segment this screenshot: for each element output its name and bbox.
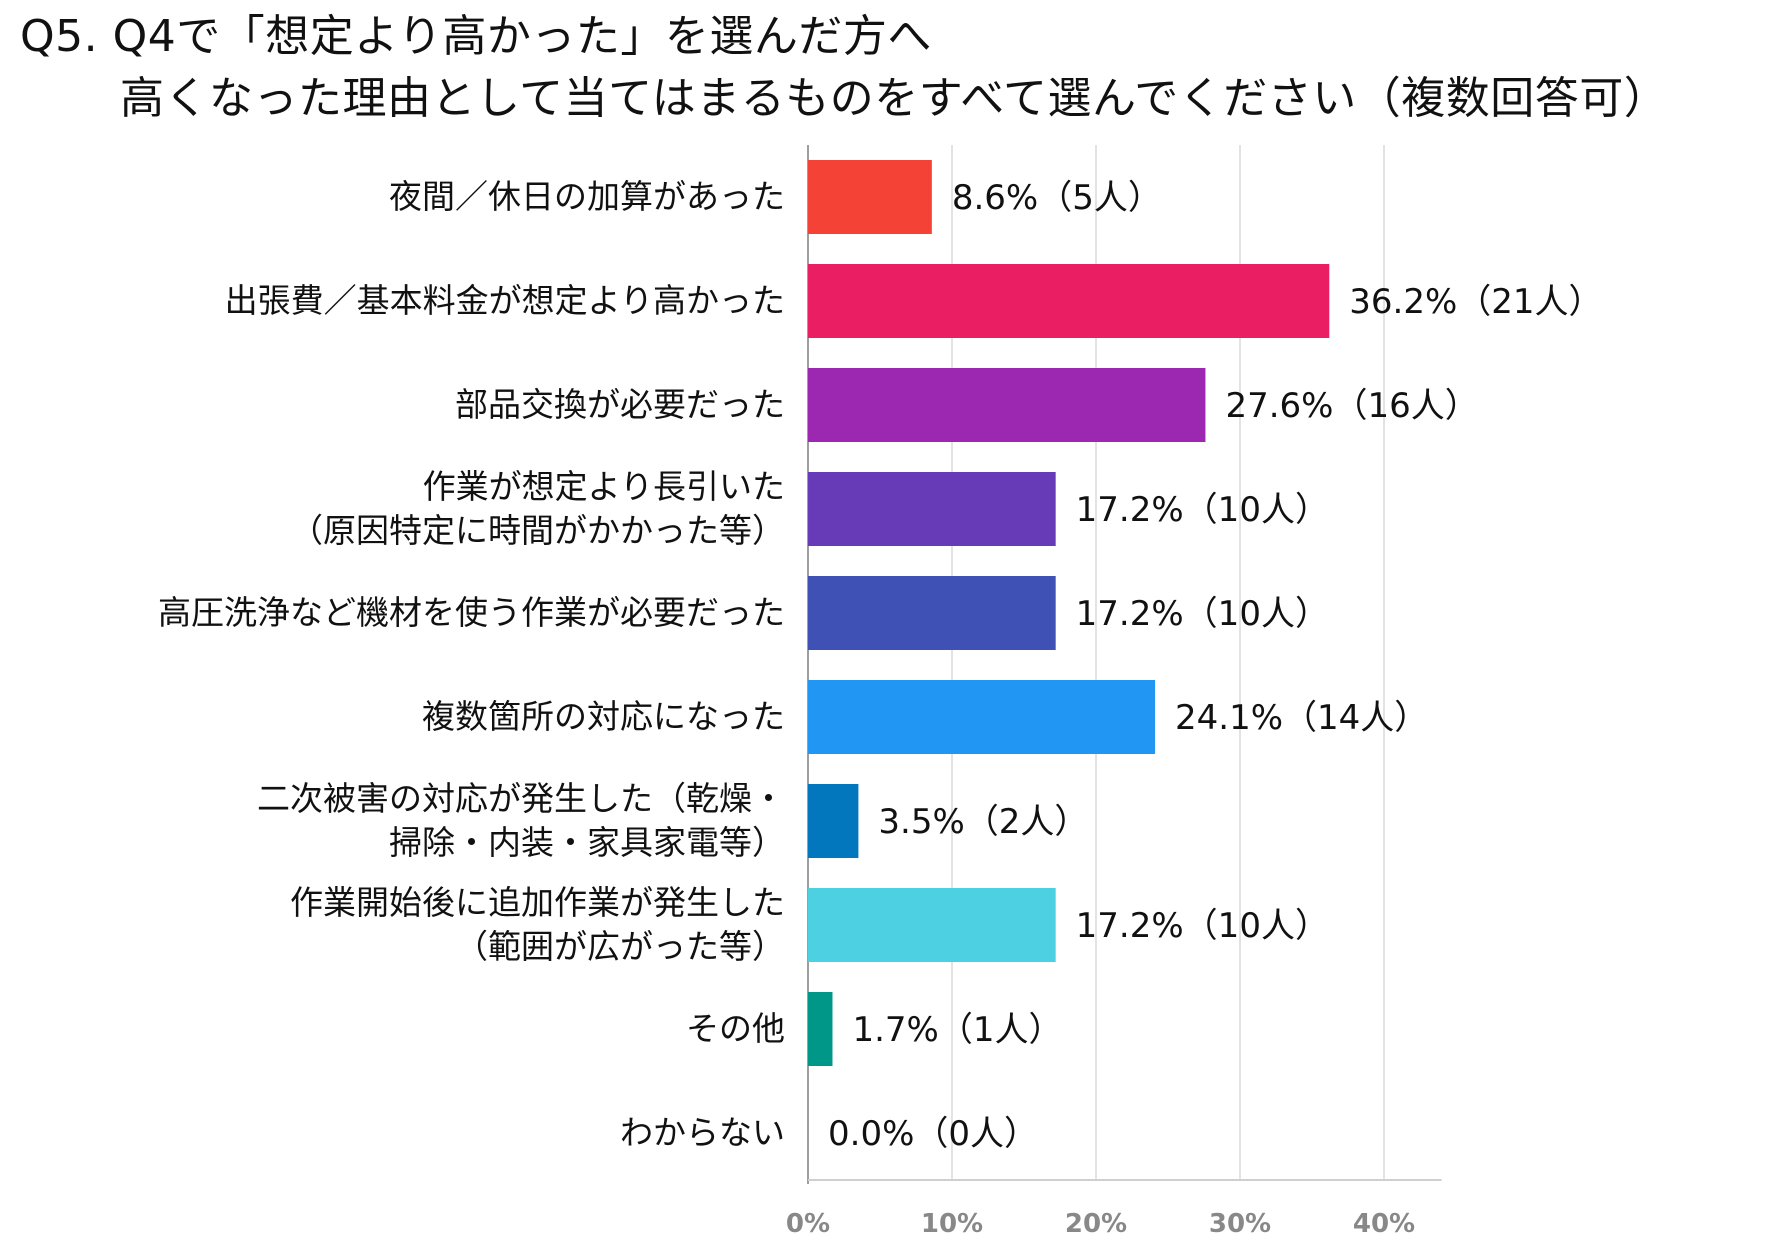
- data-label-2: 27.6%（16人）: [1225, 386, 1478, 426]
- category-label-8-0: その他: [686, 1009, 785, 1048]
- category-label-1-0: 出張費／基本料金が想定より高かった: [225, 281, 785, 320]
- data-label-4: 17.2%（10人）: [1076, 594, 1329, 634]
- category-label-0-0: 夜間／休日の加算があった: [389, 177, 785, 216]
- category-label-6-0: 二次被害の対応が発生した（乾燥・: [257, 779, 785, 818]
- category-label-3-0: 作業が想定より長引いた: [423, 467, 785, 506]
- chart-title-line-1: Q5. Q4で「想定より高かった」を選んだ方へ: [20, 11, 932, 62]
- x-axis-ticks: 0% 10% 20% 30% 40%: [786, 1209, 1415, 1239]
- data-label-1: 36.2%（21人）: [1349, 282, 1602, 322]
- x-tick-label-1: 10%: [921, 1209, 983, 1239]
- chart-title-line-2: 高くなった理由として当てはまるものをすべて選んでください（複数回答可）: [120, 73, 1669, 124]
- bar-5: [808, 680, 1156, 754]
- data-label-8: 1.7%（1人）: [852, 1010, 1062, 1050]
- bars: [808, 160, 1330, 1066]
- bar-8: [808, 992, 833, 1066]
- category-label-7-0: 作業開始後に追加作業が発生した: [290, 883, 785, 922]
- category-label-2-0: 部品交換が必要だった: [455, 385, 785, 424]
- data-label-9: 0.0%（0人）: [828, 1114, 1038, 1154]
- bar-6: [808, 784, 859, 858]
- x-tick-label-0: 0%: [786, 1209, 830, 1239]
- category-labels: 夜間／休日の加算があった出張費／基本料金が想定より高かった部品交換が必要だった作…: [158, 177, 785, 1152]
- data-labels: 8.6%（5人） 36.2%（21人） 27.6%（16人） 17.2%（10人） 17…: [828, 178, 1603, 1154]
- x-tick-label-3: 30%: [1209, 1209, 1271, 1239]
- data-label-0: 8.6%（5人）: [952, 178, 1162, 218]
- category-label-4-0: 高圧洗浄など機材を使う作業が必要だった: [158, 593, 785, 632]
- bar-2: [808, 368, 1206, 442]
- bar-7: [808, 888, 1056, 962]
- category-label-5-0: 複数箇所の対応になった: [422, 697, 785, 736]
- category-label-6-1: 掃除・内装・家具家電等）: [389, 823, 785, 862]
- category-label-7-1: （範囲が広がった等）: [455, 927, 785, 966]
- data-label-6: 3.5%（2人）: [878, 802, 1088, 842]
- data-label-5: 24.1%（14人）: [1175, 698, 1428, 738]
- bar-4: [808, 576, 1056, 650]
- data-label-7: 17.2%（10人）: [1076, 906, 1329, 946]
- category-label-3-1: （原因特定に時間がかかった等）: [290, 511, 785, 550]
- data-label-3: 17.2%（10人）: [1076, 490, 1329, 530]
- x-tick-label-2: 20%: [1065, 1209, 1127, 1239]
- chart-title: Q5. Q4で「想定より高かった」を選んだ方へ 高くなった理由として当てはまるも…: [20, 6, 1668, 130]
- category-label-9-0: わからない: [620, 1113, 785, 1152]
- bar-0: [808, 160, 932, 234]
- x-tick-label-4: 40%: [1353, 1209, 1415, 1239]
- bar-1: [808, 264, 1330, 338]
- bar-3: [808, 472, 1056, 546]
